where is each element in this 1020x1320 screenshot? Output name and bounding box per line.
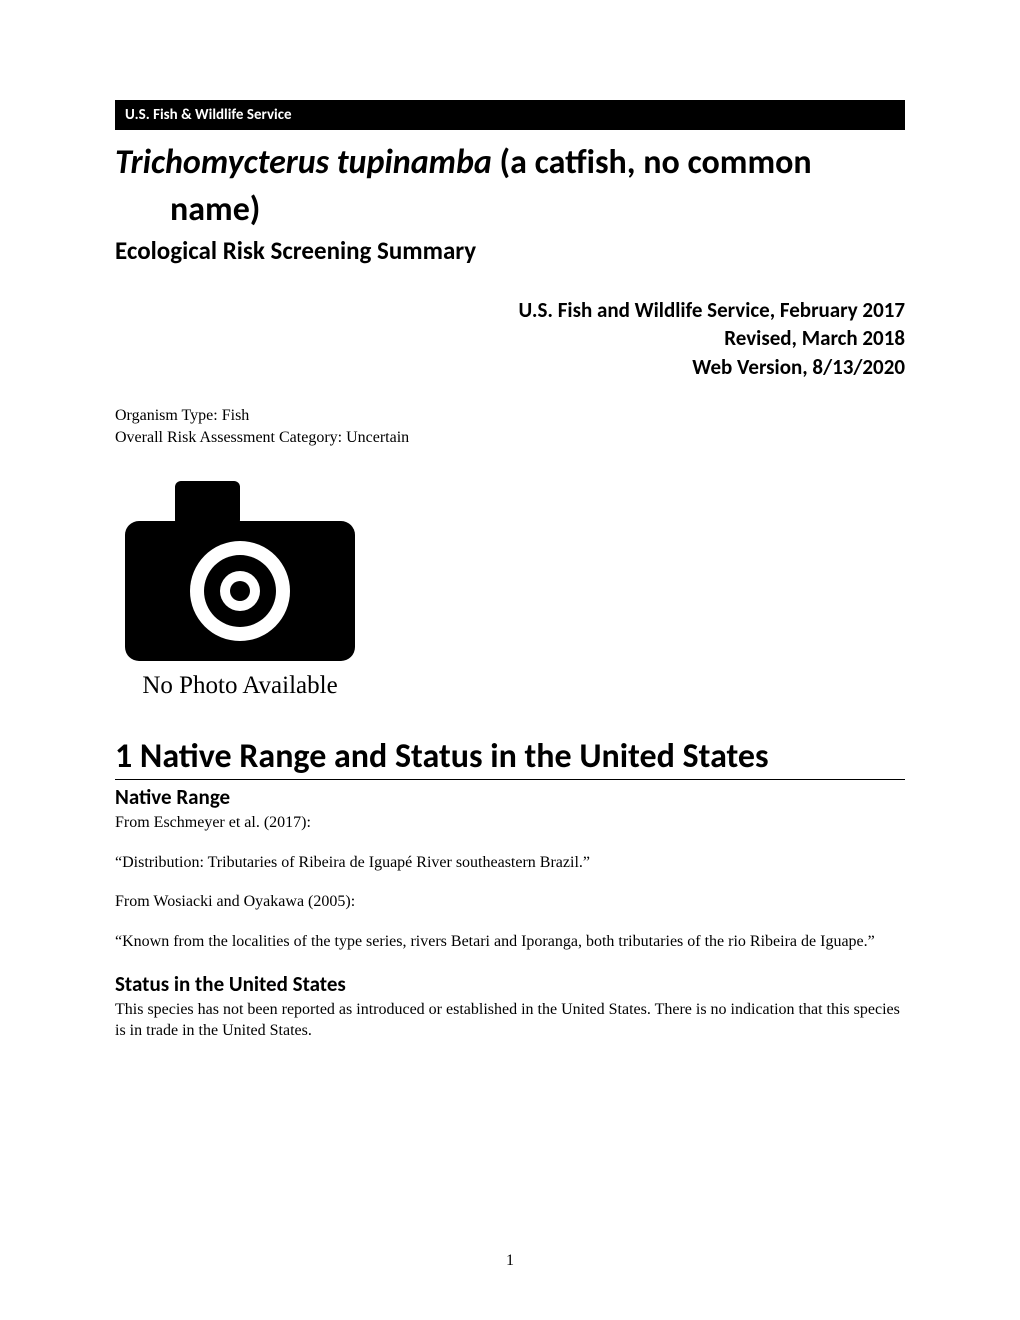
title-description: (a catfish, no common (492, 142, 812, 183)
agency-name: U.S. Fish & Wildlife Service (125, 106, 292, 124)
native-range-source2: From Wosiacki and Oyakawa (2005): (115, 891, 905, 913)
organism-type: Organism Type: Fish (115, 405, 905, 427)
no-photo-caption: No Photo Available (115, 672, 365, 700)
byline-revised: Revised, March 2018 (115, 324, 905, 352)
native-range-heading: Native Range (115, 784, 905, 810)
status-us-heading: Status in the United States (115, 971, 905, 997)
main-title-line2: name) (115, 189, 905, 232)
risk-category: Overall Risk Assessment Category: Uncert… (115, 427, 905, 449)
byline-web-version: Web Version, 8/13/2020 (115, 353, 905, 381)
byline-block: U.S. Fish and Wildlife Service, February… (115, 296, 905, 381)
camera-icon (115, 466, 365, 666)
document-subtitle: Ecological Risk Screening Summary (115, 235, 905, 266)
section-1-heading: 1 Native Range and Status in the United … (115, 736, 905, 780)
byline-agency-date: U.S. Fish and Wildlife Service, February… (115, 296, 905, 324)
native-range-source1: From Eschmeyer et al. (2017): (115, 812, 905, 834)
status-us-section: Status in the United States This species… (115, 971, 905, 1042)
agency-banner: U.S. Fish & Wildlife Service (115, 100, 905, 130)
status-us-text: This species has not been reported as in… (115, 999, 905, 1042)
photo-placeholder: No Photo Available (115, 466, 905, 700)
main-title-line1: Trichomycterus tupinamba (a catfish, no … (115, 142, 905, 185)
native-range-quote1: “Distribution: Tributaries of Ribeira de… (115, 852, 905, 874)
page-number: 1 (0, 1252, 1020, 1270)
species-name: Trichomycterus tupinamba (115, 142, 492, 183)
native-range-quote2: “Known from the localities of the type s… (115, 931, 905, 953)
metadata-block: Organism Type: Fish Overall Risk Assessm… (115, 405, 905, 448)
